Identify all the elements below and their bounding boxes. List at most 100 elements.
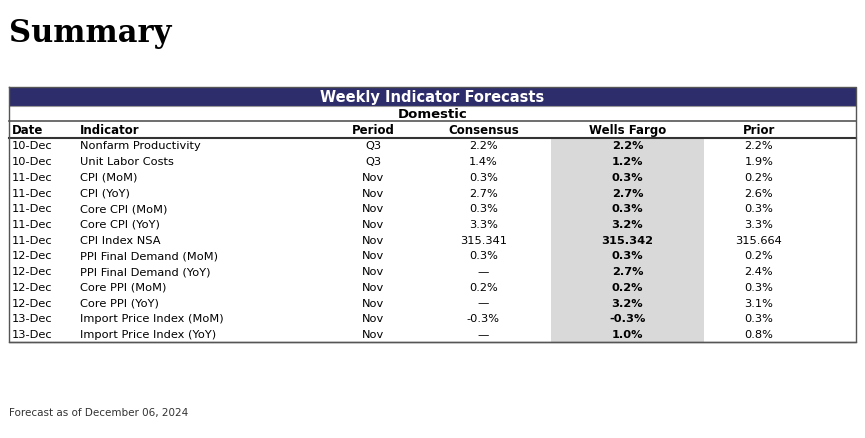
- Text: Nov: Nov: [362, 219, 384, 230]
- Text: Nov: Nov: [362, 329, 384, 339]
- Text: 3.2%: 3.2%: [612, 298, 644, 308]
- Text: 315.342: 315.342: [601, 235, 653, 245]
- Bar: [9, 107, 856, 122]
- Text: Nov: Nov: [362, 266, 384, 276]
- Text: 0.3%: 0.3%: [612, 204, 644, 214]
- Text: 2.4%: 2.4%: [745, 266, 773, 276]
- Text: 2.2%: 2.2%: [469, 141, 497, 151]
- Text: Nov: Nov: [362, 282, 384, 292]
- Text: Weekly Indicator Forecasts: Weekly Indicator Forecasts: [320, 90, 545, 105]
- Text: Date: Date: [12, 124, 43, 137]
- Text: CPI (MoM): CPI (MoM): [80, 173, 138, 182]
- Text: 315.341: 315.341: [460, 235, 507, 245]
- Text: Period: Period: [352, 124, 394, 137]
- Text: Prior: Prior: [743, 124, 775, 137]
- Bar: [551, 201, 704, 217]
- Text: 0.3%: 0.3%: [469, 204, 497, 214]
- Text: 1.4%: 1.4%: [469, 157, 497, 167]
- Text: 12-Dec: 12-Dec: [12, 282, 53, 292]
- Text: 0.2%: 0.2%: [612, 282, 644, 292]
- Text: 0.2%: 0.2%: [745, 173, 773, 182]
- Text: Core PPI (YoY): Core PPI (YoY): [80, 298, 159, 308]
- Text: 0.3%: 0.3%: [745, 282, 773, 292]
- Text: 11-Dec: 11-Dec: [12, 219, 53, 230]
- Text: Nov: Nov: [362, 204, 384, 214]
- Bar: [551, 264, 704, 279]
- Text: 3.2%: 3.2%: [612, 219, 644, 230]
- Bar: [551, 154, 704, 170]
- Bar: [551, 279, 704, 295]
- Text: —: —: [477, 329, 489, 339]
- Text: Core PPI (MoM): Core PPI (MoM): [80, 282, 166, 292]
- Text: Q3: Q3: [365, 157, 381, 167]
- Text: -0.3%: -0.3%: [609, 314, 645, 324]
- Text: 1.9%: 1.9%: [745, 157, 773, 167]
- Text: 3.1%: 3.1%: [745, 298, 773, 308]
- Bar: [551, 185, 704, 201]
- Text: 0.3%: 0.3%: [612, 173, 644, 182]
- Bar: [9, 88, 856, 107]
- Text: 0.3%: 0.3%: [612, 251, 644, 261]
- Text: PPI Final Demand (YoY): PPI Final Demand (YoY): [80, 266, 210, 276]
- Text: 13-Dec: 13-Dec: [12, 329, 53, 339]
- Text: Nov: Nov: [362, 235, 384, 245]
- Bar: [551, 232, 704, 248]
- Text: Wells Fargo: Wells Fargo: [589, 124, 666, 137]
- Text: 11-Dec: 11-Dec: [12, 204, 53, 214]
- Text: Import Price Index (MoM): Import Price Index (MoM): [80, 314, 223, 324]
- Bar: [551, 248, 704, 264]
- Text: CPI Index NSA: CPI Index NSA: [80, 235, 160, 245]
- Text: 2.7%: 2.7%: [612, 188, 644, 198]
- Bar: [9, 122, 856, 138]
- Text: 13-Dec: 13-Dec: [12, 314, 53, 324]
- Text: 0.8%: 0.8%: [745, 329, 773, 339]
- Text: 2.7%: 2.7%: [612, 266, 644, 276]
- Text: 2.6%: 2.6%: [745, 188, 773, 198]
- Text: Unit Labor Costs: Unit Labor Costs: [80, 157, 174, 167]
- Bar: [551, 295, 704, 311]
- Bar: [551, 311, 704, 326]
- Text: Nov: Nov: [362, 251, 384, 261]
- Text: 3.3%: 3.3%: [745, 219, 773, 230]
- Text: Nonfarm Productivity: Nonfarm Productivity: [80, 141, 201, 151]
- Text: Nov: Nov: [362, 314, 384, 324]
- Bar: [551, 217, 704, 232]
- Text: 0.3%: 0.3%: [469, 173, 497, 182]
- Text: Core CPI (YoY): Core CPI (YoY): [80, 219, 160, 230]
- Text: 0.3%: 0.3%: [745, 314, 773, 324]
- Text: Indicator: Indicator: [80, 124, 139, 137]
- Text: 315.664: 315.664: [735, 235, 782, 245]
- Text: 0.2%: 0.2%: [469, 282, 497, 292]
- Text: Nov: Nov: [362, 298, 384, 308]
- Text: Import Price Index (YoY): Import Price Index (YoY): [80, 329, 216, 339]
- Text: PPI Final Demand (MoM): PPI Final Demand (MoM): [80, 251, 218, 261]
- Text: 2.7%: 2.7%: [469, 188, 497, 198]
- Bar: [551, 326, 704, 342]
- Text: 10-Dec: 10-Dec: [12, 141, 53, 151]
- Text: Consensus: Consensus: [448, 124, 519, 137]
- Text: Domestic: Domestic: [398, 108, 467, 121]
- Text: 1.2%: 1.2%: [612, 157, 644, 167]
- Text: 2.2%: 2.2%: [612, 141, 644, 151]
- Text: —: —: [477, 266, 489, 276]
- Text: 11-Dec: 11-Dec: [12, 173, 53, 182]
- Text: 1.0%: 1.0%: [612, 329, 644, 339]
- Text: 3.3%: 3.3%: [469, 219, 497, 230]
- Text: CPI (YoY): CPI (YoY): [80, 188, 130, 198]
- Text: 2.2%: 2.2%: [745, 141, 773, 151]
- Text: 10-Dec: 10-Dec: [12, 157, 53, 167]
- Text: 0.2%: 0.2%: [745, 251, 773, 261]
- Text: Core CPI (MoM): Core CPI (MoM): [80, 204, 167, 214]
- Text: Nov: Nov: [362, 173, 384, 182]
- Bar: [551, 170, 704, 185]
- Text: Summary: Summary: [9, 18, 171, 49]
- Text: Forecast as of December 06, 2024: Forecast as of December 06, 2024: [9, 407, 188, 417]
- Text: Q3: Q3: [365, 141, 381, 151]
- Text: 12-Dec: 12-Dec: [12, 266, 53, 276]
- Bar: [551, 138, 704, 154]
- Text: 12-Dec: 12-Dec: [12, 251, 53, 261]
- Text: 0.3%: 0.3%: [469, 251, 497, 261]
- Text: -0.3%: -0.3%: [467, 314, 500, 324]
- Text: Nov: Nov: [362, 188, 384, 198]
- Text: 12-Dec: 12-Dec: [12, 298, 53, 308]
